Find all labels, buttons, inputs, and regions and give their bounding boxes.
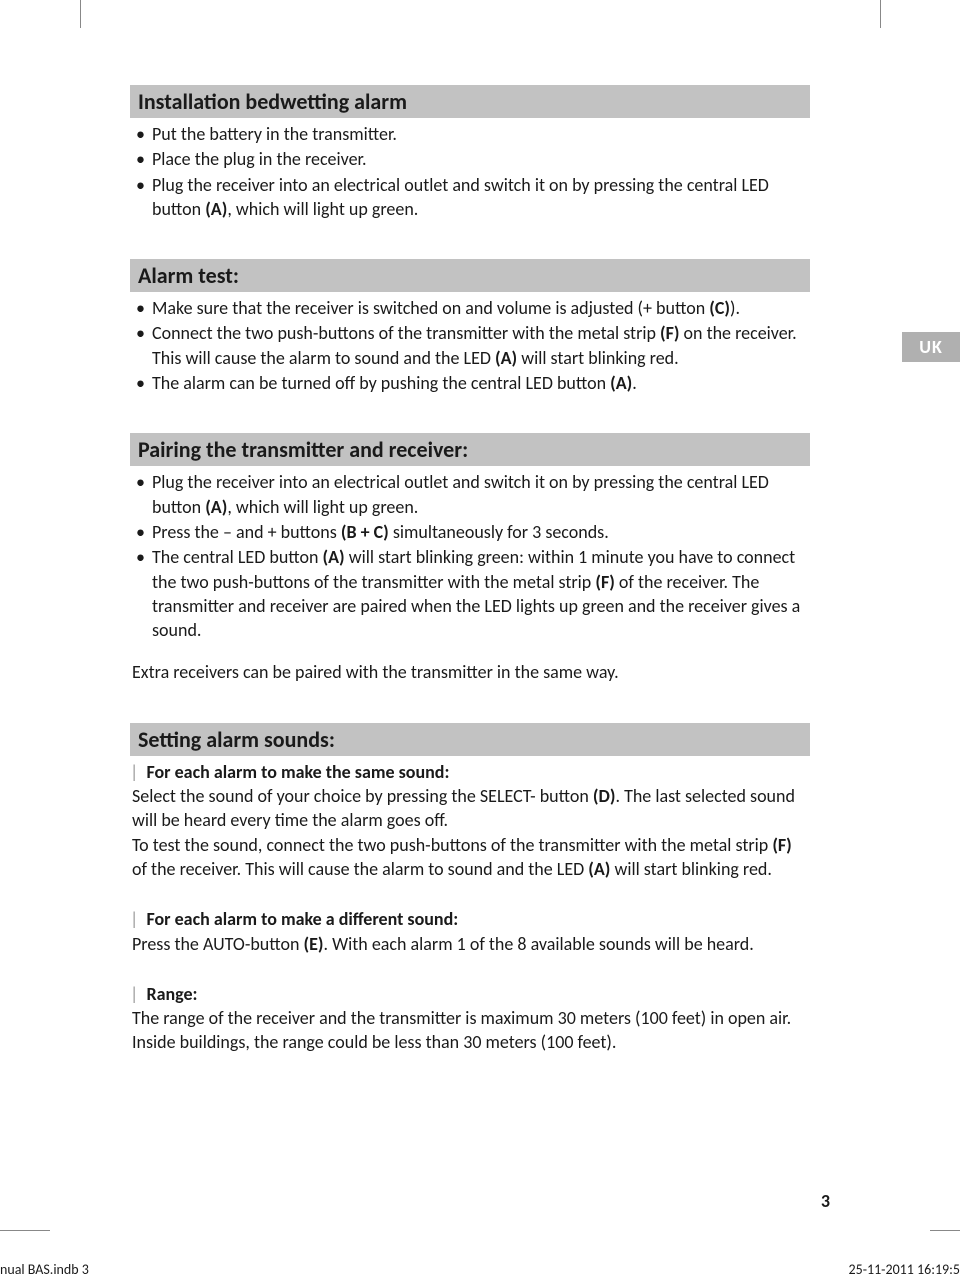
heading-installation: Installation bedwetting alarm [130, 85, 810, 118]
list-pairing: Plug the receiver into an electrical out… [130, 470, 810, 642]
text: will start blinking red. [610, 858, 772, 880]
label-ref: (A) [323, 546, 345, 568]
sub-same-sound: | For each alarm to make the same sound:… [130, 760, 810, 881]
sub-label: For each alarm to make a different sound… [146, 908, 458, 930]
label-ref: (A) [205, 496, 227, 518]
list-item: Place the plug in the receiver. [136, 147, 810, 171]
heading-pairing: Pairing the transmitter and receiver: [130, 433, 810, 466]
label-ref: (B + C) [341, 521, 389, 543]
sub-range: | Range: The range of the receiver and t… [130, 982, 810, 1055]
list-item: Put the battery in the transmitter. [136, 122, 810, 146]
label-ref: (F) [772, 834, 791, 856]
label-ref: (D) [593, 785, 616, 807]
text: , which will light up green. [227, 496, 418, 518]
footer-timestamp: 25-11-2011 16:19:5 [849, 1261, 960, 1278]
sub-label: Range: [146, 983, 197, 1005]
text: simultaneously for 3 seconds. [389, 521, 609, 543]
heading-setting-sounds: Setting alarm sounds: [130, 723, 810, 756]
text: The range of the receiver and the transm… [130, 1006, 810, 1055]
list-item: Connect the two push-buttons of the tran… [136, 321, 810, 370]
page-content: Installation bedwetting alarm Put the ba… [130, 85, 810, 1055]
text: Select the sound of your choice by press… [130, 784, 810, 833]
text: . [632, 372, 637, 394]
text: Press the AUTO-button (E). With each ala… [130, 932, 810, 956]
heading-alarm-test: Alarm test: [130, 259, 810, 292]
text: . With each alarm 1 of the 8 available s… [324, 933, 754, 955]
label-ref: (C) [709, 297, 730, 319]
sub-diff-sound: | For each alarm to make a different sou… [130, 907, 810, 956]
text: Connect the two push-buttons of the tran… [152, 322, 660, 344]
text: will start blinking red. [517, 347, 679, 369]
label-ref: (A) [205, 198, 227, 220]
list-installation: Put the battery in the transmitter. Plac… [130, 122, 810, 221]
label-ref: (A) [610, 372, 632, 394]
list-item: Press the – and + buttons (B + C) simult… [136, 520, 810, 544]
list-item: The alarm can be turned off by pushing t… [136, 371, 810, 395]
text: To test the sound, connect the two push-… [130, 833, 810, 882]
text: To test the sound, connect the two push-… [132, 834, 772, 856]
footer-filename: nual BAS.indb 3 [0, 1261, 89, 1278]
text: , which will light up green. [227, 198, 418, 220]
label-ref: (F) [595, 571, 614, 593]
sub-heading-range: | Range: [130, 982, 810, 1006]
text: Press the – and + buttons [152, 521, 341, 543]
list-alarm-test: Make sure that the receiver is switched … [130, 296, 810, 395]
label-ref: (A) [495, 347, 517, 369]
crop-mark [80, 0, 81, 28]
section-alarm-test: Alarm test: Make sure that the receiver … [130, 259, 810, 395]
text: of the receiver. This will cause the ala… [132, 858, 588, 880]
language-tab: UK [902, 332, 960, 362]
list-item: Plug the receiver into an electrical out… [136, 470, 810, 519]
crop-mark [880, 0, 881, 28]
text: The alarm can be turned off by pushing t… [152, 372, 610, 394]
label-ref: (E) [304, 933, 324, 955]
paragraph-extra-receivers: Extra receivers can be paired with the t… [130, 660, 810, 684]
section-installation: Installation bedwetting alarm Put the ba… [130, 85, 810, 221]
section-pairing: Pairing the transmitter and receiver: Pl… [130, 433, 810, 684]
text: Make sure that the receiver is switched … [152, 297, 709, 319]
sub-heading-diff-sound: | For each alarm to make a different sou… [130, 907, 810, 931]
label-ref: (A) [588, 858, 610, 880]
list-item: Make sure that the receiver is switched … [136, 296, 810, 320]
list-item: Plug the receiver into an electrical out… [136, 173, 810, 222]
text: The central LED button [152, 546, 323, 568]
sub-heading-same-sound: | For each alarm to make the same sound: [130, 760, 810, 784]
label-ref: (F) [660, 322, 679, 344]
page-number: 3 [821, 1190, 830, 1212]
text: ). [730, 297, 740, 319]
crop-mark [0, 1230, 50, 1231]
pipe-icon: | [130, 983, 146, 1005]
crop-mark [930, 1230, 960, 1231]
pipe-icon: | [130, 761, 146, 783]
text: Press the AUTO-button [132, 933, 304, 955]
pipe-icon: | [130, 908, 146, 930]
text: Select the sound of your choice by press… [132, 785, 593, 807]
section-setting-sounds: Setting alarm sounds: | For each alarm t… [130, 723, 810, 1055]
sub-label: For each alarm to make the same sound: [146, 761, 449, 783]
list-item: The central LED button (A) will start bl… [136, 545, 810, 642]
